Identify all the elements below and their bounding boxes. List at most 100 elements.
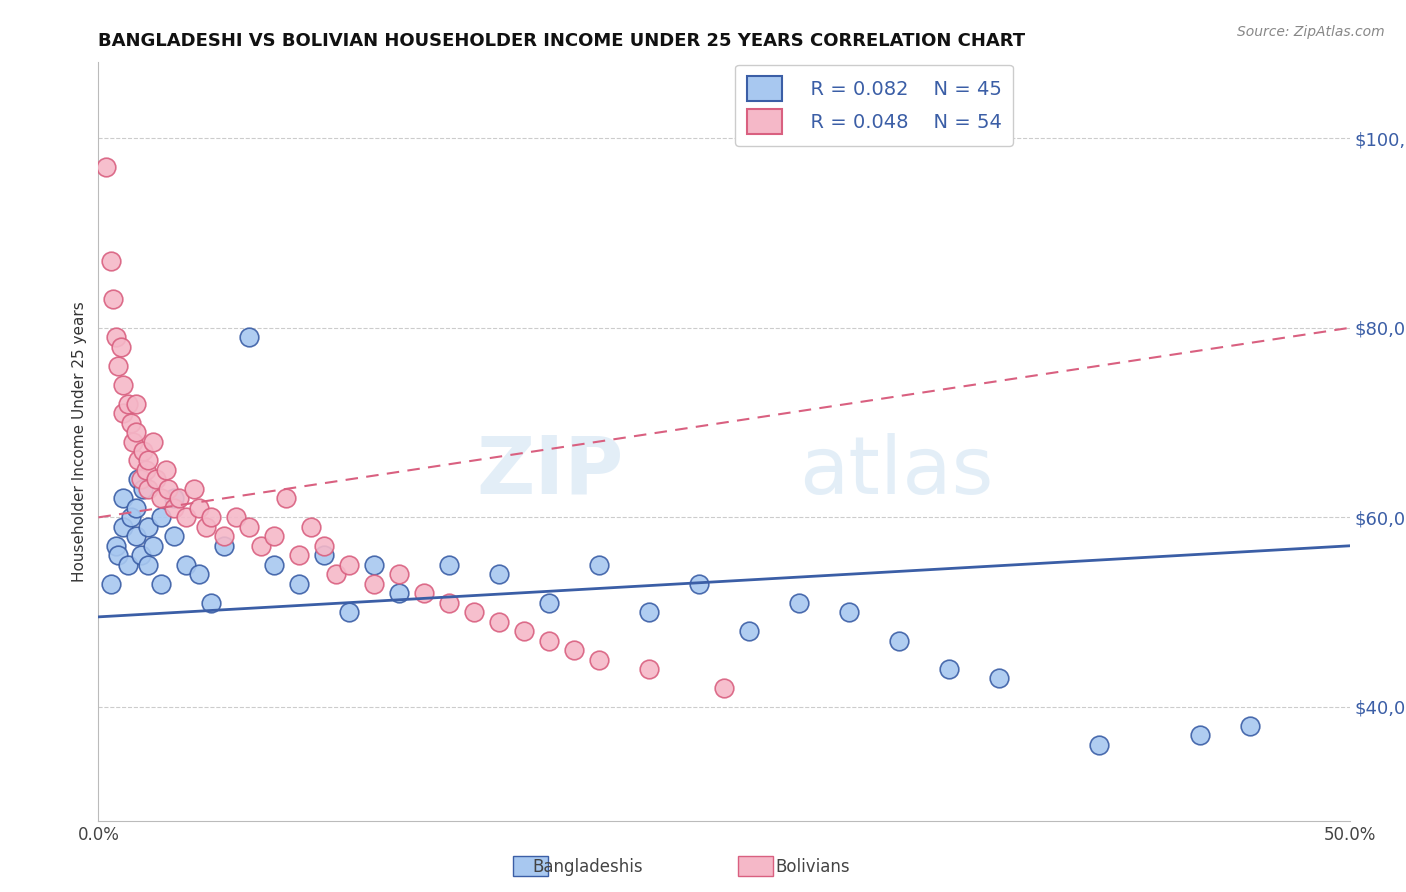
Point xyxy=(588,558,610,572)
Point xyxy=(187,567,209,582)
Point xyxy=(138,453,160,467)
Point xyxy=(174,510,197,524)
Point xyxy=(363,558,385,572)
Point xyxy=(127,473,149,487)
Text: Source: ZipAtlas.com: Source: ZipAtlas.com xyxy=(1237,25,1385,39)
Point xyxy=(135,463,157,477)
Point xyxy=(167,491,190,506)
Point xyxy=(212,539,235,553)
Point xyxy=(100,576,122,591)
Point xyxy=(104,330,127,344)
Point xyxy=(125,425,148,439)
Point xyxy=(145,473,167,487)
Point xyxy=(200,596,222,610)
Point xyxy=(112,491,135,506)
Point xyxy=(1188,728,1211,742)
Point xyxy=(162,529,184,543)
Point xyxy=(363,576,385,591)
Y-axis label: Householder Income Under 25 years: Householder Income Under 25 years xyxy=(72,301,87,582)
Point xyxy=(787,596,810,610)
Point xyxy=(155,463,177,477)
Point xyxy=(132,482,155,496)
Point xyxy=(337,558,360,572)
Point xyxy=(738,624,761,639)
Point xyxy=(150,576,173,591)
Point xyxy=(142,539,165,553)
Point xyxy=(588,652,610,666)
Point xyxy=(132,444,155,458)
Point xyxy=(120,416,142,430)
Text: BANGLADESHI VS BOLIVIAN HOUSEHOLDER INCOME UNDER 25 YEARS CORRELATION CHART: BANGLADESHI VS BOLIVIAN HOUSEHOLDER INCO… xyxy=(98,32,1025,50)
Point xyxy=(112,406,135,420)
Point xyxy=(889,633,911,648)
Point xyxy=(838,605,860,619)
Text: ZIP: ZIP xyxy=(477,433,624,511)
Point xyxy=(463,605,485,619)
Point xyxy=(299,520,322,534)
Point xyxy=(225,510,247,524)
Point xyxy=(117,558,139,572)
Point xyxy=(112,520,135,534)
Point xyxy=(263,558,285,572)
Point xyxy=(938,662,960,676)
Point xyxy=(238,520,260,534)
Point xyxy=(537,596,560,610)
Point xyxy=(287,576,309,591)
Point xyxy=(562,643,585,657)
Point xyxy=(1088,738,1111,752)
Point xyxy=(212,529,235,543)
Point xyxy=(437,558,460,572)
Point xyxy=(142,434,165,449)
Point xyxy=(138,520,160,534)
Point xyxy=(287,548,309,563)
Point xyxy=(183,482,205,496)
Point xyxy=(688,576,710,591)
Point xyxy=(488,567,510,582)
Point xyxy=(200,510,222,524)
Point xyxy=(100,254,122,268)
Point xyxy=(263,529,285,543)
Point xyxy=(120,510,142,524)
Text: Bolivians: Bolivians xyxy=(775,858,851,876)
Point xyxy=(127,453,149,467)
Point xyxy=(537,633,560,648)
Point xyxy=(388,567,411,582)
Point xyxy=(1239,719,1261,733)
Point xyxy=(337,605,360,619)
Point xyxy=(125,396,148,410)
Point xyxy=(150,510,173,524)
Point xyxy=(138,558,160,572)
Point xyxy=(162,500,184,515)
Point xyxy=(110,340,132,354)
Point xyxy=(187,500,209,515)
Point xyxy=(250,539,273,553)
Point xyxy=(388,586,411,600)
Point xyxy=(125,500,148,515)
Point xyxy=(129,548,152,563)
Point xyxy=(162,491,184,506)
Point xyxy=(312,548,335,563)
Point xyxy=(513,624,536,639)
Point xyxy=(325,567,347,582)
Text: Bangladeshis: Bangladeshis xyxy=(533,858,643,876)
Point xyxy=(94,160,117,174)
Point xyxy=(274,491,298,506)
Legend:   R = 0.082    N = 45,   R = 0.048    N = 54: R = 0.082 N = 45, R = 0.048 N = 54 xyxy=(735,64,1014,145)
Point xyxy=(104,539,127,553)
Point xyxy=(638,662,661,676)
Point xyxy=(488,615,510,629)
Point xyxy=(638,605,661,619)
Point xyxy=(157,482,180,496)
Point xyxy=(195,520,218,534)
Text: atlas: atlas xyxy=(799,433,994,511)
Point xyxy=(107,359,129,373)
Point xyxy=(312,539,335,553)
Point xyxy=(713,681,735,695)
Point xyxy=(103,293,125,307)
Point xyxy=(117,396,139,410)
Point xyxy=(129,473,152,487)
Point xyxy=(988,672,1011,686)
Point xyxy=(174,558,197,572)
Point xyxy=(112,377,135,392)
Point xyxy=(437,596,460,610)
